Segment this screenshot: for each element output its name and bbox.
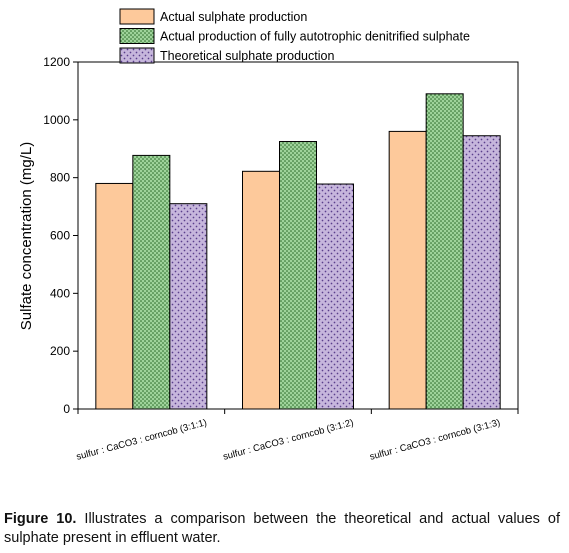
y-tick-label: 1200 [43,55,70,69]
bars-layer [95,93,501,410]
bar-series-1-cat-2 [242,170,280,410]
legend-swatch-3 [119,47,155,64]
legend-swatch-2 [119,28,155,44]
y-axis-label: Sulfate concentration (mg/L) [18,142,35,330]
y-axis: 0 200 400 600 800 1000 1200 [43,55,78,416]
bar-series-1-cat-1 [95,182,134,410]
caption-label: Figure 10. [4,511,77,527]
y-tick-label: 400 [50,286,70,300]
legend-label-1: Actual sulphate production [160,10,307,24]
bar-series-2-cat-3 [425,93,464,410]
bar-series-2-cat-2 [279,141,317,410]
legend-swatch-1 [119,8,155,25]
bar-series-3-cat-3 [462,135,501,410]
y-tick-label: 800 [50,171,70,185]
x-tick-label: sulfur : CaCO3 : corncob (3:1:1) [75,417,208,462]
y-tick-label: 600 [50,229,70,243]
bar-series-2-cat-1 [132,154,171,410]
legend: Actual sulphate production Actual product… [119,8,470,64]
caption-text: Illustrates a comparison between the the… [4,511,560,546]
x-tick-label: sulfur : CaCO3 : corncob (3:1:2) [222,417,355,462]
bar-series-3-cat-2 [316,183,354,410]
bar-series-3-cat-1 [169,203,208,410]
y-tick-label: 1000 [43,113,70,127]
x-tick-label: sulfur : CaCO3 : corncob (3:1:3) [369,417,502,462]
bar-series-1-cat-3 [388,130,427,410]
y-tick-label: 0 [63,402,70,416]
figure-caption: Figure 10. Illustrates a comparison betw… [4,510,560,548]
legend-label-3: Theoretical sulphate production [160,49,334,63]
legend-label-2: Actual production of fully autotrophic d… [160,30,470,44]
x-axis: sulfur : CaCO3 : corncob (3:1:1) sulfur :… [75,409,519,463]
bar-chart: 0 200 400 600 800 1000 1200 sulfur : CaCO3 : c… [18,8,519,463]
y-tick-label: 200 [50,344,70,358]
